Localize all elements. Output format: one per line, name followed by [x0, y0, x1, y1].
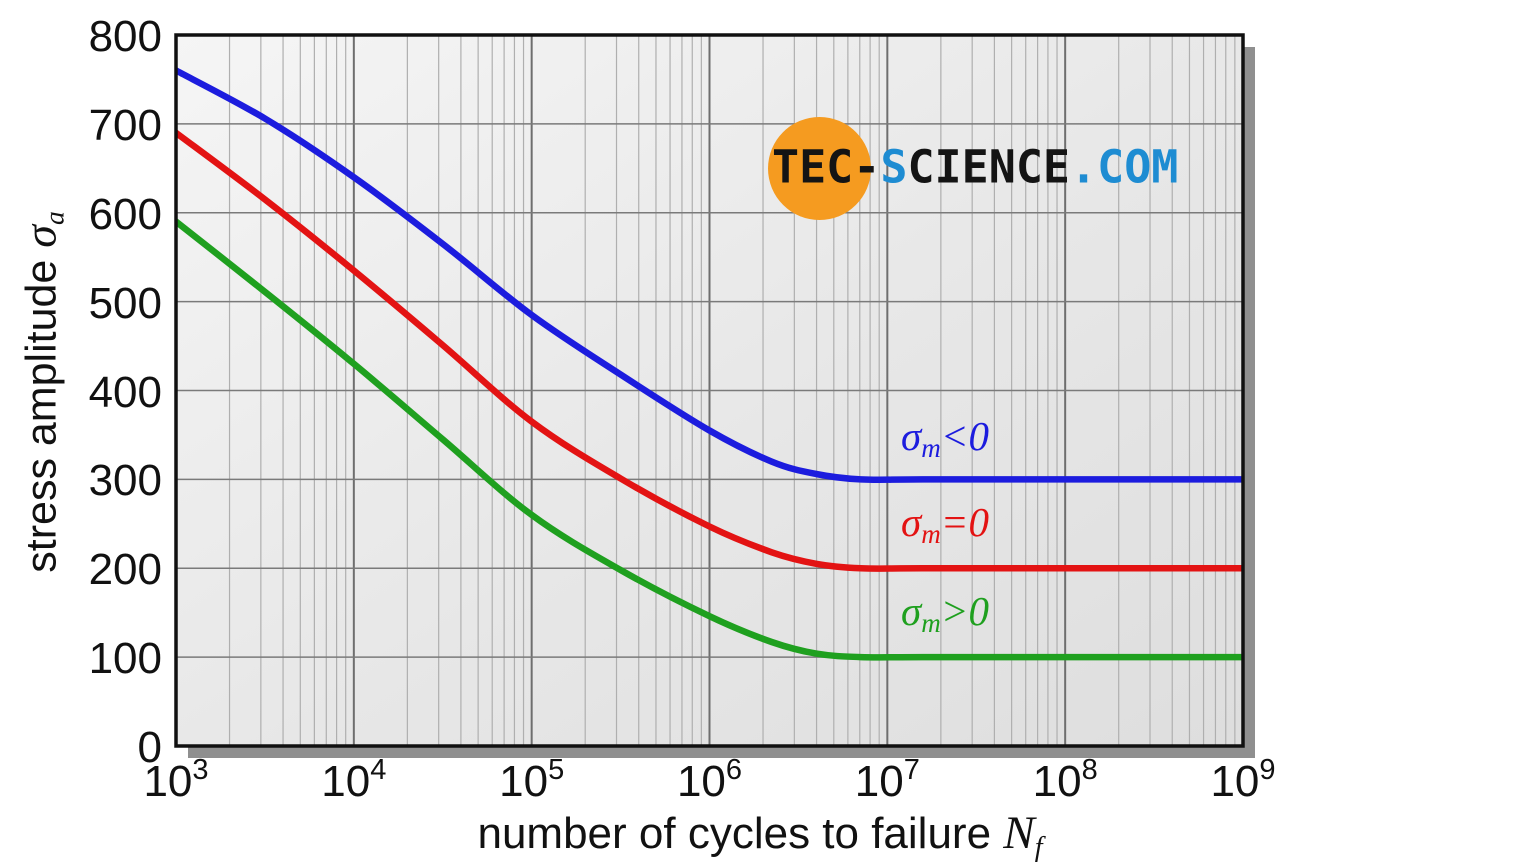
x-tick-exponent: 5 — [548, 754, 565, 786]
y-tick-label: 500 — [88, 278, 162, 328]
plot-frame — [174, 33, 1245, 748]
y-axis-title: stress amplitude σa — [14, 211, 70, 573]
relation-text: <0 — [940, 413, 989, 459]
x-tick-exponent: 8 — [1081, 754, 1098, 786]
y-tick-label: 100 — [88, 634, 162, 684]
x-tick-base: 10 — [143, 757, 193, 806]
curve-sigma-m-lt-0 — [176, 67, 1243, 484]
x-tick-label: 106 — [640, 754, 780, 810]
x-tick-base: 10 — [1032, 757, 1082, 806]
curve-sigma-m-eq-0 — [176, 129, 1243, 572]
y-tick-label: 700 — [88, 100, 162, 150]
n-subscript: f — [1034, 831, 1043, 863]
x-tick-exponent: 7 — [903, 754, 920, 786]
x-tick-label: 103 — [106, 754, 246, 810]
curve-sigma-m-gt-0 — [176, 218, 1243, 661]
x-axis-title: number of cycles to failure Nf — [330, 806, 1190, 863]
sigma-symbol: σ — [901, 413, 922, 459]
curve-label-sigma-m-gt-0: σm>0 — [901, 587, 989, 639]
x-axis-title-text: number of cycles to failure — [477, 809, 1004, 858]
x-tick-label: 109 — [1173, 754, 1313, 810]
m-subscript: m — [921, 519, 941, 550]
relation-text: =0 — [940, 499, 989, 545]
x-tick-base: 10 — [499, 757, 549, 806]
y-axis-title-text: stress amplitude — [17, 247, 66, 573]
m-subscript: m — [921, 608, 941, 639]
m-subscript: m — [921, 433, 941, 464]
x-tick-exponent: 3 — [192, 754, 209, 786]
y-tick-label: 300 — [88, 456, 162, 506]
sigma-subscript: a — [38, 211, 70, 226]
sigma-symbol: σ — [901, 499, 922, 545]
sigma-symbol: σ — [901, 588, 922, 634]
x-tick-base: 10 — [1210, 757, 1260, 806]
x-tick-label: 107 — [817, 754, 957, 810]
y-tick-label: 400 — [88, 367, 162, 417]
x-tick-label: 104 — [284, 754, 424, 810]
x-tick-base: 10 — [321, 757, 371, 806]
relation-text: >0 — [940, 588, 989, 634]
curve-label-sigma-m-eq-0: σm=0 — [901, 498, 989, 550]
curve-label-sigma-m-lt-0: σm<0 — [901, 412, 989, 464]
x-tick-exponent: 9 — [1259, 754, 1276, 786]
y-tick-label: 600 — [88, 189, 162, 239]
y-tick-label: 800 — [88, 12, 162, 61]
x-tick-base: 10 — [854, 757, 904, 806]
x-tick-exponent: 6 — [725, 754, 743, 786]
x-tick-base: 10 — [676, 757, 726, 806]
x-tick-label: 108 — [995, 754, 1135, 810]
y-tick-label: 200 — [88, 545, 162, 595]
x-tick-label: 105 — [462, 754, 602, 810]
y-tick-label: 0 — [137, 723, 162, 772]
x-tick-exponent: 4 — [370, 754, 387, 786]
n-symbol: N — [1003, 807, 1035, 859]
sigma-symbol: σ — [14, 225, 66, 248]
